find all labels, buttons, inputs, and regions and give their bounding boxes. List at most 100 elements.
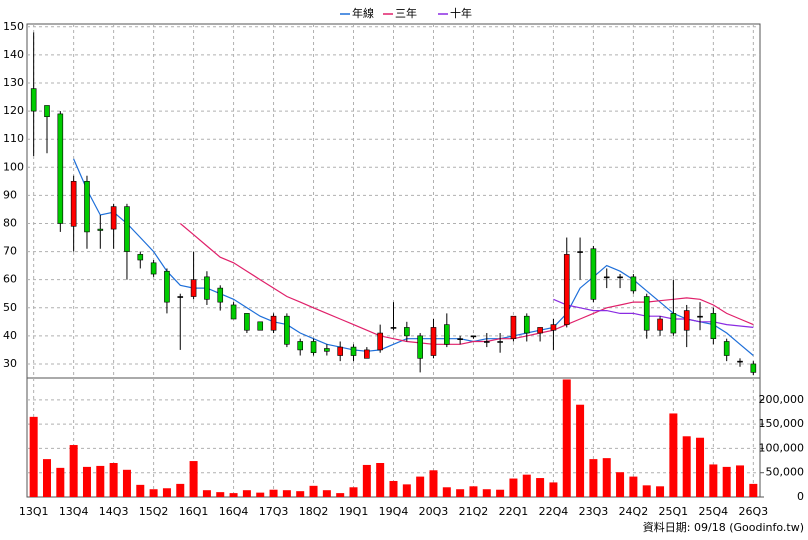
candle-body <box>84 181 90 233</box>
x-tick-label: 19Q1 <box>339 505 369 518</box>
y-tick-label: 100 <box>3 160 24 173</box>
x-tick-label: 17Q3 <box>259 505 289 518</box>
x-tick-label: 22Q4 <box>539 505 569 518</box>
volume-bar <box>496 489 505 497</box>
y2-tick-label: 50,000 <box>766 466 805 479</box>
candle-body <box>417 335 423 359</box>
volume-bar <box>562 379 571 497</box>
ma-line <box>553 298 754 328</box>
candle-body <box>723 341 730 356</box>
y-tick-label: 60 <box>3 273 17 286</box>
x-tick-label: 16Q4 <box>219 505 249 518</box>
volume-bar <box>642 485 651 497</box>
candle-body <box>590 248 597 300</box>
volume-bar <box>389 480 398 497</box>
candle-body <box>697 315 703 318</box>
volume-bar <box>189 461 198 497</box>
x-tick-label: 13Q1 <box>19 505 49 518</box>
candle-body <box>164 270 170 303</box>
volume-bar <box>549 482 558 497</box>
y-tick-label: 150 <box>3 20 24 33</box>
volume-bar <box>29 416 38 497</box>
candle-body <box>97 228 104 231</box>
candle-body <box>244 313 250 331</box>
volume-bar <box>242 490 251 497</box>
volume-bar <box>429 470 438 497</box>
volume-bar <box>162 488 171 497</box>
volume-bar <box>589 459 598 497</box>
volume-bar <box>656 486 665 497</box>
y-tick-label: 50 <box>3 301 17 314</box>
candle-body <box>70 181 77 227</box>
x-tick-label: 25Q4 <box>699 505 729 518</box>
candle-body <box>310 341 317 354</box>
y2-tick-label: 0 <box>797 490 804 503</box>
candle-body <box>430 327 437 356</box>
volume-bar <box>336 493 345 497</box>
volume-bar <box>229 493 238 497</box>
candle-body <box>337 346 343 356</box>
volume-bar <box>216 492 225 497</box>
candle-body <box>710 313 717 339</box>
volume-bar <box>736 465 745 497</box>
volume-bar <box>576 404 585 497</box>
candle-body <box>523 315 530 334</box>
x-tick-label: 24Q2 <box>619 505 649 518</box>
legend-label: 十年 <box>450 6 472 20</box>
volume-bar <box>82 466 91 497</box>
volume-bar <box>482 489 491 497</box>
y2-tick-label: 200,000 <box>759 393 805 406</box>
volume-bar <box>709 464 718 497</box>
volume-bar <box>456 489 465 497</box>
y-tick-label: 80 <box>3 216 17 229</box>
volume-bar <box>176 483 185 497</box>
candle-body <box>630 276 637 292</box>
candle-body <box>510 315 517 339</box>
candle-body <box>44 105 50 118</box>
volume-bar <box>96 465 105 497</box>
x-tick-label: 26Q3 <box>739 505 769 518</box>
x-tick-label: 19Q4 <box>379 505 409 518</box>
candle-body <box>364 349 370 359</box>
candle-body <box>270 315 277 331</box>
y-tick-label: 120 <box>3 104 24 117</box>
volume-bar <box>416 476 425 497</box>
volume-bar <box>522 474 531 497</box>
candle-body <box>683 310 690 331</box>
candle-body <box>750 363 757 373</box>
volume-bar <box>109 463 118 497</box>
candle-body <box>670 313 677 334</box>
candle-body <box>563 254 570 325</box>
candle-body <box>217 287 224 303</box>
volume-bar <box>42 459 51 497</box>
candle-body <box>444 324 450 345</box>
candle-body <box>470 335 477 338</box>
x-tick-label: 25Q1 <box>659 505 689 518</box>
ma-line <box>73 158 754 356</box>
candle-body <box>537 327 543 334</box>
y2-tick-label: 100,000 <box>759 441 805 454</box>
volume-bar <box>349 487 358 497</box>
volume-bar <box>669 413 678 497</box>
y-tick-label: 90 <box>3 188 17 201</box>
legend-label: 三年 <box>395 6 417 20</box>
candle-body <box>284 315 290 345</box>
volume-bar <box>602 458 611 497</box>
candle-body <box>190 279 197 297</box>
volume-bar <box>536 478 545 497</box>
candle-body <box>603 276 610 279</box>
source-note: 資料日期: 09/18 (Goodinfo.tw) <box>643 520 804 534</box>
volume-bar <box>136 484 145 497</box>
volume-bar <box>282 490 291 497</box>
volume-bar <box>322 490 331 497</box>
candle-body <box>204 276 210 300</box>
candle-body <box>737 360 743 363</box>
legend-label: 年線 <box>352 6 374 20</box>
volume-bar <box>616 472 625 497</box>
volume-bar <box>722 466 731 497</box>
candle-body <box>457 338 463 340</box>
volume-bar <box>376 463 385 497</box>
candle-body <box>483 341 490 343</box>
candle-body <box>497 341 503 343</box>
volume-bar <box>296 491 305 497</box>
